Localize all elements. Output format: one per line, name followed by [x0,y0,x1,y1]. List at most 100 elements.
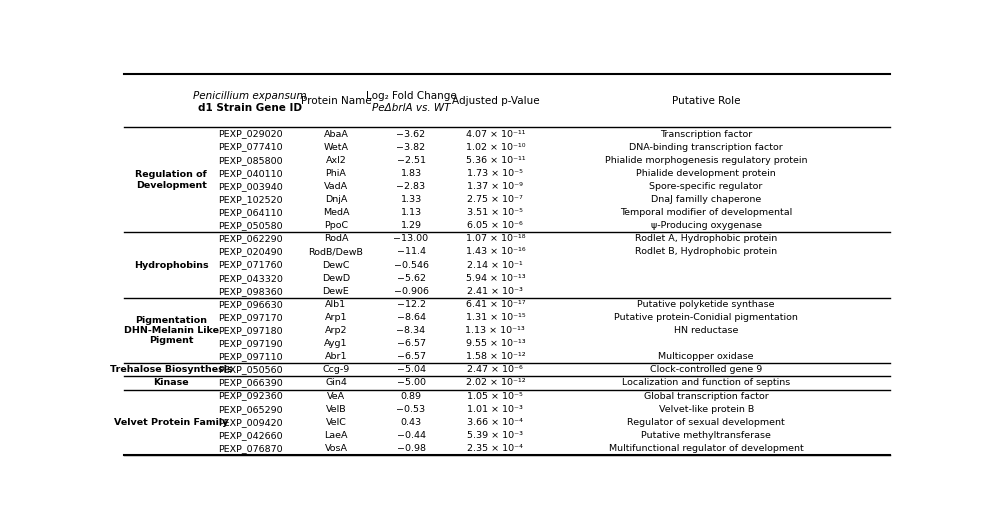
Text: 3.66 × 10⁻⁴: 3.66 × 10⁻⁴ [468,418,523,427]
Text: 1.13: 1.13 [401,208,421,217]
Text: PEXP_097190: PEXP_097190 [218,339,283,348]
Text: PEXP_102520: PEXP_102520 [218,195,283,204]
Text: DnjA: DnjA [324,195,347,204]
Text: −5.00: −5.00 [397,379,425,387]
Text: −12.2: −12.2 [397,300,425,309]
Text: PEXP_064110: PEXP_064110 [218,208,283,217]
Text: Velvet Protein Family: Velvet Protein Family [114,418,228,427]
Text: PEXP_098360: PEXP_098360 [218,287,283,296]
Text: Ayg1: Ayg1 [324,339,348,348]
Text: −8.34: −8.34 [397,326,425,335]
Text: 2.47 × 10⁻⁶: 2.47 × 10⁻⁶ [468,365,523,375]
Text: 3.51 × 10⁻⁵: 3.51 × 10⁻⁵ [468,208,523,217]
Text: Alb1: Alb1 [325,300,346,309]
Text: VeA: VeA [327,392,345,400]
Text: Putative Role: Putative Role [672,96,741,106]
Text: 1.33: 1.33 [401,195,421,204]
Text: 2.14 × 10⁻¹: 2.14 × 10⁻¹ [468,261,523,269]
Text: Multicopper oxidase: Multicopper oxidase [659,352,754,361]
Text: Gin4: Gin4 [325,379,347,387]
Text: PEXP_065290: PEXP_065290 [218,405,283,414]
Text: PEXP_085800: PEXP_085800 [218,156,283,165]
Text: PEXP_040110: PEXP_040110 [218,169,283,178]
Text: Transcription factor: Transcription factor [660,130,753,138]
Text: 1.07 × 10⁻¹⁸: 1.07 × 10⁻¹⁸ [466,234,525,243]
Text: 4.07 × 10⁻¹¹: 4.07 × 10⁻¹¹ [466,130,525,138]
Text: Putative methyltransferase: Putative methyltransferase [641,431,771,440]
Text: PEXP_097110: PEXP_097110 [218,352,283,361]
Text: PpoC: PpoC [323,221,348,230]
Text: 1.02 × 10⁻¹⁰: 1.02 × 10⁻¹⁰ [466,142,525,152]
Text: −0.53: −0.53 [397,405,425,414]
Text: PEXP_050560: PEXP_050560 [218,365,283,375]
Text: HN reductase: HN reductase [674,326,739,335]
Text: Axl2: Axl2 [325,156,346,165]
Text: PEXP_042660: PEXP_042660 [218,431,283,440]
Text: 1.43 × 10⁻¹⁶: 1.43 × 10⁻¹⁶ [466,248,525,256]
Text: Velvet-like protein B: Velvet-like protein B [659,405,754,414]
Text: PEXP_003940: PEXP_003940 [218,182,283,191]
Text: 5.39 × 10⁻³: 5.39 × 10⁻³ [468,431,523,440]
Text: PEXP_096630: PEXP_096630 [218,300,283,309]
Text: Penicillium expansum: Penicillium expansum [193,91,307,101]
Text: −0.906: −0.906 [394,287,428,296]
Text: 6.41 × 10⁻¹⁷: 6.41 × 10⁻¹⁷ [466,300,525,309]
Text: Regulator of sexual development: Regulator of sexual development [627,418,785,427]
Text: −6.57: −6.57 [397,352,425,361]
Text: Phialide development protein: Phialide development protein [636,169,776,178]
Text: −2.51: −2.51 [397,156,425,165]
Text: PEXP_097180: PEXP_097180 [218,326,283,335]
Text: −13.00: −13.00 [394,234,428,243]
Text: −3.82: −3.82 [397,142,425,152]
Text: PEXP_062290: PEXP_062290 [218,234,283,243]
Text: 1.05 × 10⁻⁵: 1.05 × 10⁻⁵ [468,392,523,400]
Text: Trehalose Biosynthesis: Trehalose Biosynthesis [110,365,232,375]
Text: 0.89: 0.89 [401,392,421,400]
Text: −5.62: −5.62 [397,274,425,283]
Text: 1.73 × 10⁻⁵: 1.73 × 10⁻⁵ [468,169,523,178]
Text: −8.64: −8.64 [397,313,425,322]
Text: 5.36 × 10⁻¹¹: 5.36 × 10⁻¹¹ [466,156,525,165]
Text: −2.83: −2.83 [397,182,425,191]
Text: WetA: WetA [323,142,348,152]
Text: Kinase: Kinase [153,379,189,387]
Text: PEXP_097170: PEXP_097170 [218,313,283,322]
Text: 1.13 × 10⁻¹³: 1.13 × 10⁻¹³ [466,326,525,335]
Text: Phialide morphogenesis regulatory protein: Phialide morphogenesis regulatory protei… [605,156,807,165]
Text: Pigmentation
DHN-Melanin Like
Pigment: Pigmentation DHN-Melanin Like Pigment [124,315,219,346]
Text: DnaJ familly chaperone: DnaJ familly chaperone [651,195,762,204]
Text: PEXP_050580: PEXP_050580 [218,221,283,230]
Text: VelC: VelC [325,418,346,427]
Text: DewE: DewE [322,287,349,296]
Text: Hydrophobins: Hydrophobins [134,261,209,269]
Text: Regulation of
Development: Regulation of Development [135,170,207,190]
Text: Temporal modifier of developmental: Temporal modifier of developmental [620,208,792,217]
Text: AbaA: AbaA [323,130,348,138]
Text: PEXP_076870: PEXP_076870 [218,444,283,453]
Text: VelB: VelB [325,405,346,414]
Text: Rodlet B, Hydrophobic protein: Rodlet B, Hydrophobic protein [635,248,777,256]
Text: Ccg-9: Ccg-9 [322,365,349,375]
Text: PEXP_092360: PEXP_092360 [218,392,283,400]
Text: 0.43: 0.43 [401,418,421,427]
Text: −6.57: −6.57 [397,339,425,348]
Text: VadA: VadA [323,182,348,191]
Text: VosA: VosA [324,444,347,453]
Text: 2.35 × 10⁻⁴: 2.35 × 10⁻⁴ [468,444,523,453]
Text: −5.04: −5.04 [397,365,425,375]
Text: LaeA: LaeA [324,431,348,440]
Text: −11.4: −11.4 [397,248,425,256]
Text: −3.62: −3.62 [397,130,425,138]
Text: −0.44: −0.44 [397,431,425,440]
Text: Spore-specific regulator: Spore-specific regulator [650,182,763,191]
Text: Arp2: Arp2 [324,326,347,335]
Text: 2.41 × 10⁻³: 2.41 × 10⁻³ [468,287,523,296]
Text: Putative polyketide synthase: Putative polyketide synthase [637,300,775,309]
Text: PEXP_009420: PEXP_009420 [218,418,283,427]
Text: d1 Strain Gene ID: d1 Strain Gene ID [198,103,302,113]
Text: Arp1: Arp1 [324,313,347,322]
Text: Log₂ Fold Change: Log₂ Fold Change [366,91,457,101]
Text: Adjusted p-Value: Adjusted p-Value [452,96,539,106]
Text: ψ-Producing oxygenase: ψ-Producing oxygenase [651,221,762,230]
Text: DewD: DewD [321,274,350,283]
